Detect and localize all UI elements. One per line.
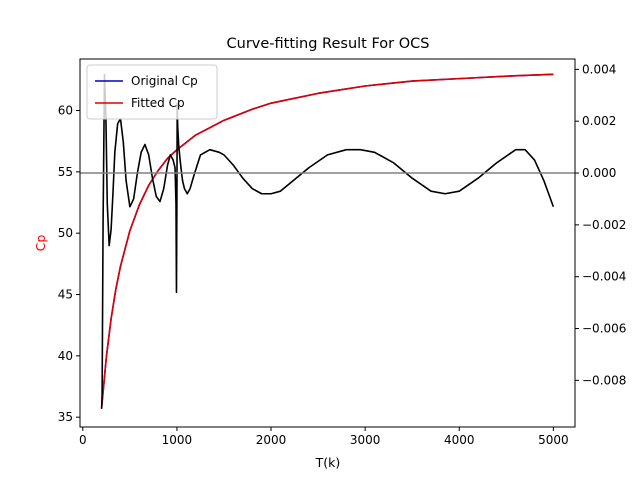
x-tick-label: 1000 [162,433,193,447]
x-tick-label: 4000 [444,433,475,447]
legend-label: Fitted Cp [131,96,185,110]
y2-tick-label: −0.006 [582,322,626,336]
y2-tick-label: −0.004 [582,270,626,284]
y2-tick-label: 0.000 [582,166,616,180]
residual-series-line [100,73,555,409]
x-tick-label: 5000 [538,433,569,447]
series-line-fitted-cp [100,73,554,408]
x-tick-label: 2000 [256,433,287,447]
plot-frame [79,58,576,428]
y-tick-label: 60 [58,104,73,118]
x-axis-label: T(k) [315,455,341,470]
y-tick-label: 45 [58,288,73,302]
y2-tick-label: 0.004 [582,62,616,76]
x-tick-label: 0 [79,433,87,447]
y-tick-label: 55 [58,165,73,179]
series-line-original-cp [100,73,554,408]
y-tick-label: 50 [58,226,73,240]
y-tick-label: 35 [58,410,73,424]
y-axis-label: Cp [33,235,48,252]
legend-label: Original Cp [131,74,198,88]
y-tick-label: 40 [58,349,73,363]
plot-area: 0 1000 2000 3000 4000 5000 35 40 45 50 55 60 −0.008 −… [58,58,626,447]
y2-tick-label: −0.002 [582,218,626,232]
x-tick-label: 3000 [350,433,381,447]
legend: Original Cp Fitted Cp [86,64,218,120]
y2-tick-label: 0.002 [582,114,616,128]
legend-box [86,64,218,120]
y2-tick-label: −0.008 [582,373,626,387]
chart-title: Curve-fitting Result For OCS [227,36,430,52]
